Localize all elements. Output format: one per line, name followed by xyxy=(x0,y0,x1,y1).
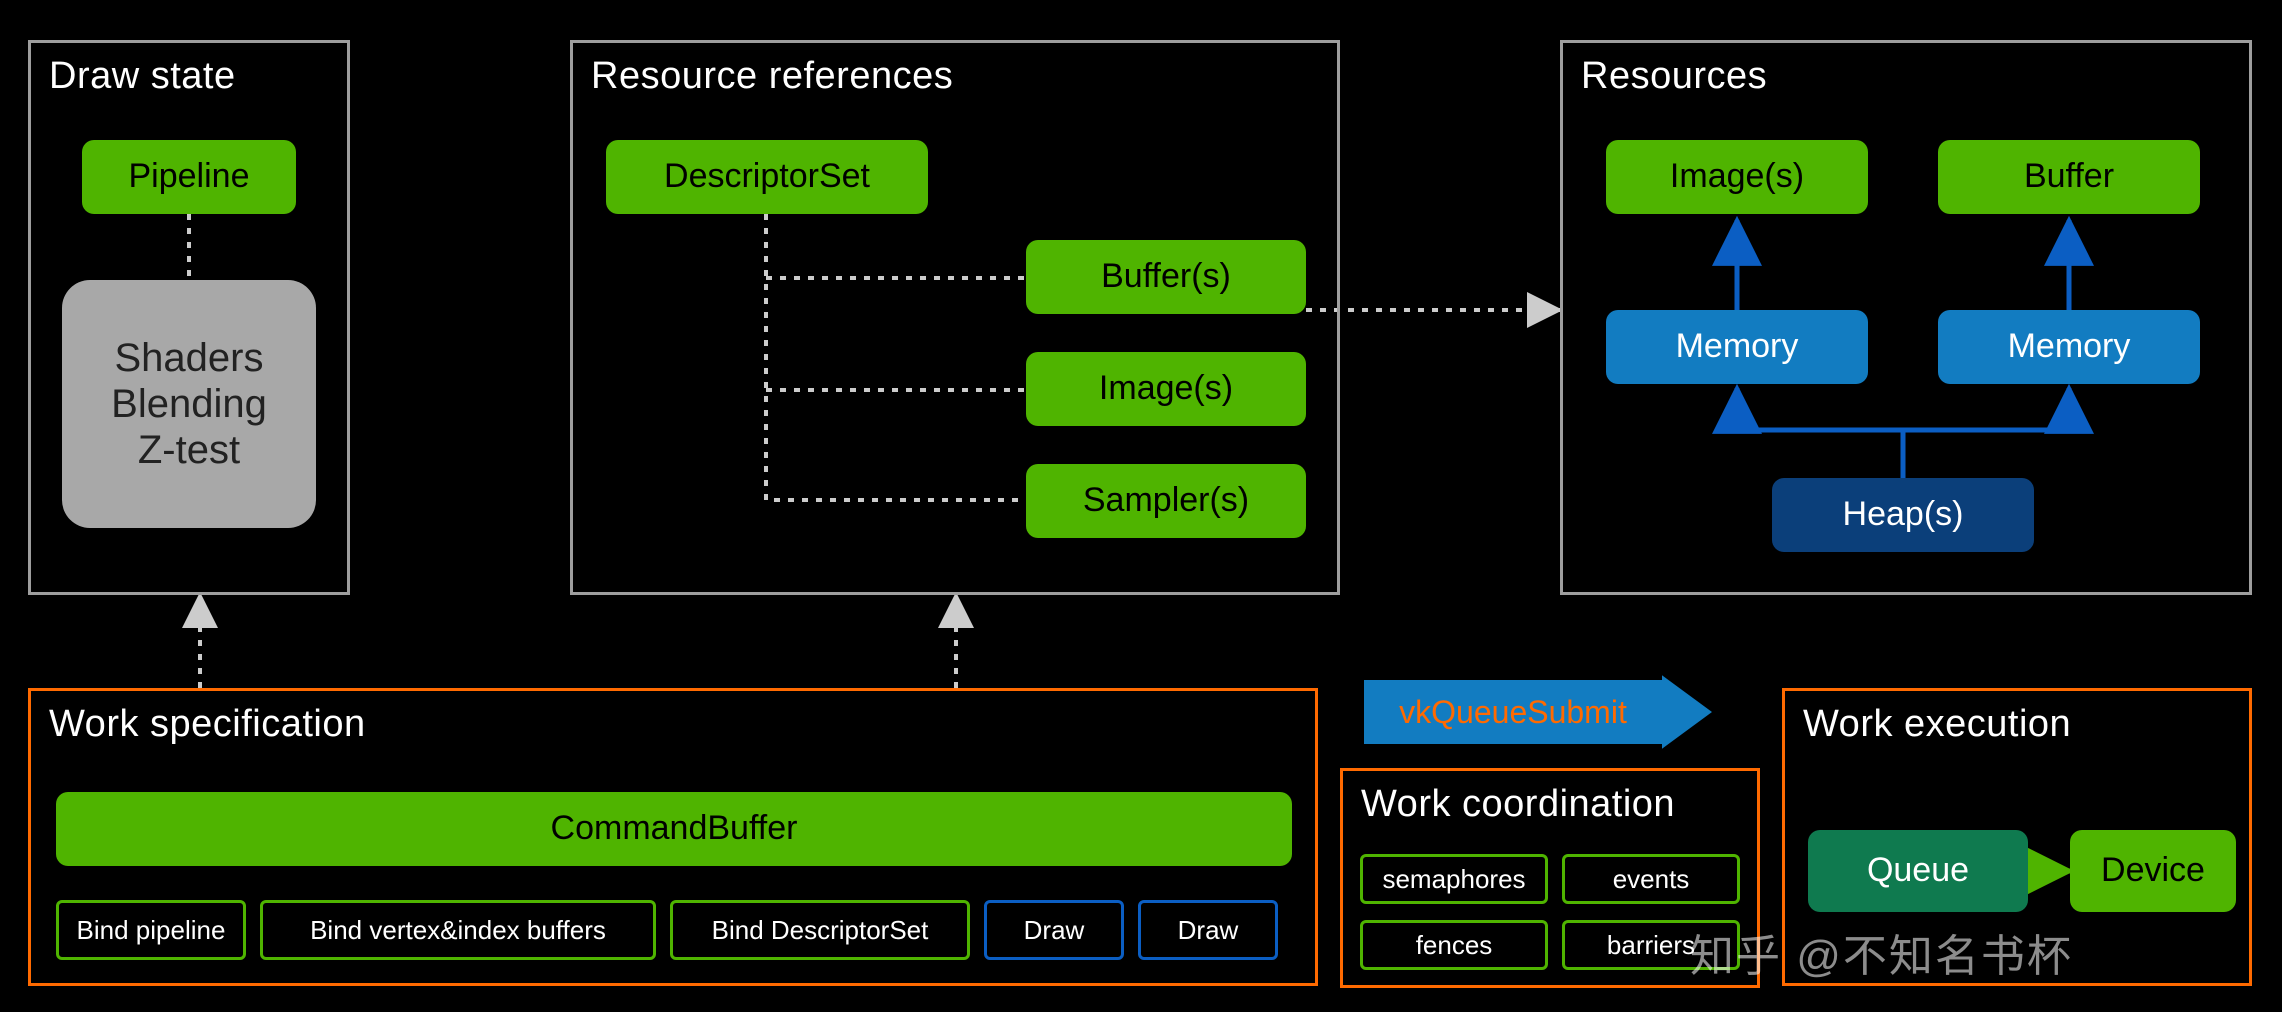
box-semaphores: semaphores xyxy=(1360,854,1548,904)
node-commandbuffer: CommandBuffer xyxy=(56,792,1292,866)
panel-title-resource-references: Resource references xyxy=(591,55,1319,98)
box-events: events xyxy=(1562,854,1740,904)
panel-title-draw-state: Draw state xyxy=(49,55,329,98)
node-samplers: Sampler(s) xyxy=(1026,464,1306,538)
panel-title-resources: Resources xyxy=(1581,55,2231,98)
node-images: Image(s) xyxy=(1026,352,1306,426)
submit-arrow-label: vkQueueSubmit xyxy=(1399,694,1627,730)
node-shaders-blending-ztest: ShadersBlendingZ-test xyxy=(62,280,316,528)
box-draw-2: Draw xyxy=(1138,900,1278,960)
node-heaps: Heap(s) xyxy=(1772,478,2034,552)
box-draw-1: Draw xyxy=(984,900,1124,960)
box-bind-vertex-index-buffers: Bind vertex&index buffers xyxy=(260,900,656,960)
panel-title-work-execution: Work execution xyxy=(1803,703,2231,746)
box-bind-descriptorset: Bind DescriptorSet xyxy=(670,900,970,960)
node-memory-right: Memory xyxy=(1938,310,2200,384)
box-fences: fences xyxy=(1360,920,1548,970)
node-pipeline: Pipeline xyxy=(82,140,296,214)
node-queue: Queue xyxy=(1808,830,2028,912)
watermark-text: 知乎 @不知名书杯 xyxy=(1690,920,2073,984)
node-memory-left: Memory xyxy=(1606,310,1868,384)
box-bind-pipeline: Bind pipeline xyxy=(56,900,246,960)
panel-title-work-specification: Work specification xyxy=(49,703,1297,746)
node-device: Device xyxy=(2070,830,2236,912)
node-resource-images: Image(s) xyxy=(1606,140,1868,214)
panel-title-work-coordination: Work coordination xyxy=(1361,783,1739,826)
node-buffers: Buffer(s) xyxy=(1026,240,1306,314)
node-descriptorset: DescriptorSet xyxy=(606,140,928,214)
node-resource-buffer: Buffer xyxy=(1938,140,2200,214)
